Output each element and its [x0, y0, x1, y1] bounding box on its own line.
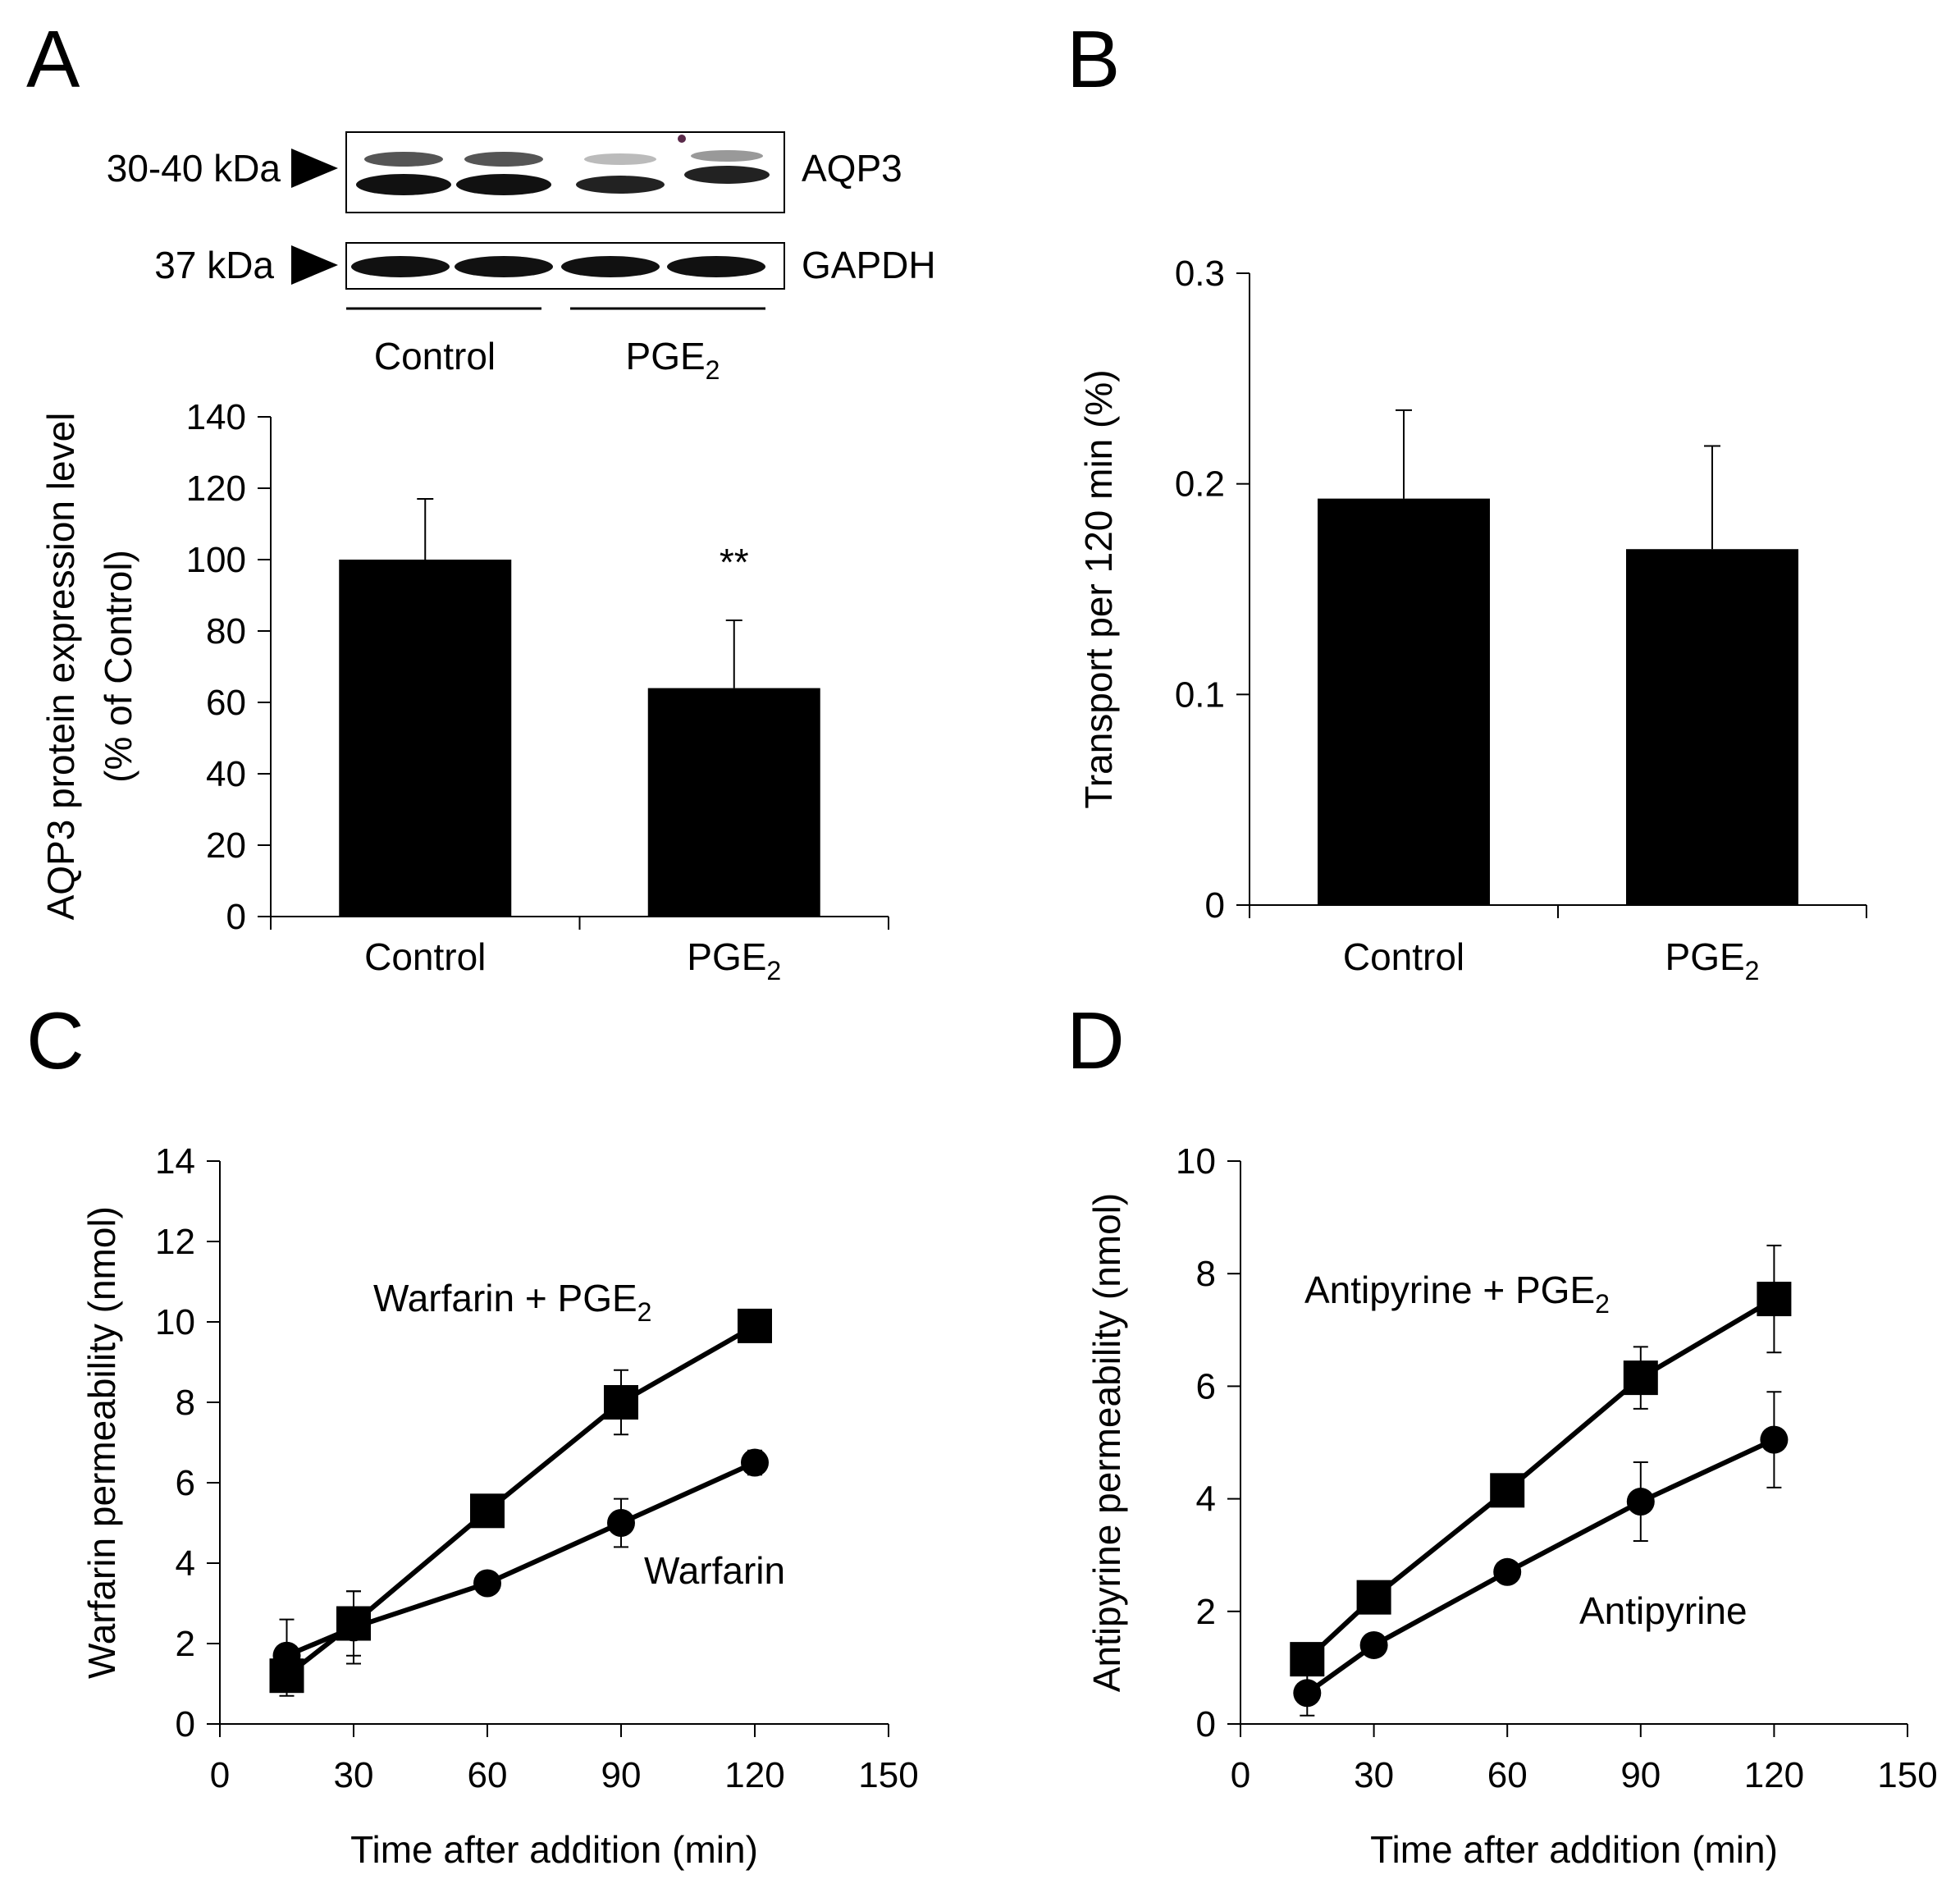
y-tick-label-a: 0 [226, 897, 246, 937]
y-axis-label-a: AQP3 protein expression level [39, 413, 82, 921]
arrowhead-aqp3-icon [291, 149, 338, 188]
bar-a [339, 560, 512, 917]
y-tick-label-a: 120 [186, 469, 246, 509]
y-tick-label-b: 0.1 [1175, 674, 1225, 715]
y-tick-label-d: 10 [1176, 1141, 1216, 1182]
category-label-b: PGE2 [1665, 935, 1760, 985]
y-axis-label-b: Transport per 120 min (%) [1077, 369, 1120, 808]
x-axis-label-d: Time after addition (min) [1370, 1828, 1778, 1871]
x-tick-label-c: 120 [724, 1755, 784, 1795]
category-label-b: Control [1343, 935, 1464, 978]
y-tick-label-a: 20 [206, 825, 246, 866]
circle-marker-c [473, 1569, 501, 1598]
x-tick-label-d: 120 [1744, 1755, 1804, 1795]
x-tick-label-d: 150 [1877, 1755, 1937, 1795]
series-label-d: Antipyrine + PGE2 [1304, 1269, 1610, 1319]
panel-letter-c: C [26, 995, 85, 1086]
y-tick-label-d: 6 [1196, 1366, 1216, 1406]
arrowhead-gapdh-icon [291, 245, 338, 285]
y-tick-label-a: 100 [186, 540, 246, 580]
bar-chart-transport: 0 0.1 0.2 0.3 Transport per 120 min (%) Contr… [1077, 254, 1867, 985]
y-axis-label-c: Warfarin permeability (nmol) [80, 1206, 123, 1679]
x-tick-label-d: 30 [1354, 1755, 1394, 1795]
square-marker-d [1490, 1473, 1525, 1508]
category-label-a: Control [364, 935, 486, 978]
blot-marker-aqp3: 30-40 kDa [107, 147, 281, 190]
y-tick-label-d: 4 [1196, 1479, 1216, 1520]
square-marker-d [1356, 1580, 1391, 1615]
bar-chart-aqp3: 0 20 40 60 80 100 120 140 AQP3 protein expressio… [39, 397, 889, 985]
x-tick-label-c: 30 [334, 1755, 374, 1795]
square-marker-c [269, 1658, 304, 1694]
x-tick-label-d: 0 [1231, 1755, 1250, 1795]
y-tick-label-a: 60 [206, 683, 246, 723]
y-tick-label-c: 4 [176, 1543, 195, 1584]
x-tick-label-d: 90 [1620, 1755, 1661, 1795]
square-marker-d [1623, 1360, 1658, 1396]
y-tick-label-a: 140 [186, 397, 246, 437]
panel-letter-a: A [26, 14, 80, 104]
bar-b [1318, 498, 1490, 905]
x-tick-label-c: 90 [601, 1755, 642, 1795]
y-tick-label-d: 8 [1196, 1254, 1216, 1294]
y-tick-label-d: 2 [1196, 1592, 1216, 1632]
circle-marker-c [607, 1509, 635, 1537]
significance-label-a: ** [720, 541, 749, 583]
gapdh-bands [351, 256, 765, 277]
y-axis-label-a: (% of Control) [97, 550, 139, 783]
y-tick-label-a: 80 [206, 611, 246, 652]
x-tick-label-d: 60 [1487, 1755, 1528, 1795]
series-label-d: Antipyrine [1579, 1589, 1748, 1632]
blot-marker-gapdh: 37 kDa [154, 244, 274, 286]
circle-marker-c [741, 1448, 769, 1477]
blot-protein-gapdh: GAPDH [802, 244, 936, 286]
y-tick-label-c: 6 [176, 1463, 195, 1503]
x-tick-label-c: 60 [468, 1755, 508, 1795]
y-tick-label-c: 0 [176, 1704, 195, 1744]
square-marker-d [1290, 1642, 1325, 1677]
square-marker-d [1757, 1282, 1792, 1317]
y-tick-label-b: 0 [1205, 885, 1225, 926]
bar-a [647, 688, 820, 917]
y-tick-label-c: 8 [176, 1383, 195, 1423]
western-blot: 30-40 kDa AQP3 37 kDa GAPDH Control P [107, 131, 936, 385]
line-chart-warfarin: 0 2 4 6 8 10 12 14 Warfarin permeability (nmol) 0… [80, 1141, 919, 1871]
circle-marker-d [1293, 1679, 1322, 1708]
blot-group-pge2: PGE2 [626, 335, 720, 385]
y-tick-label-c: 12 [155, 1222, 195, 1262]
blot-group-control: Control [374, 335, 496, 377]
y-tick-label-b: 0.2 [1175, 464, 1225, 505]
line-chart-antipyrine: 0 2 4 6 8 10 Antipyrine permeability (nmol) 0 30… [1085, 1141, 1938, 1871]
y-tick-label-c: 2 [176, 1624, 195, 1664]
y-tick-label-c: 10 [155, 1302, 195, 1342]
y-tick-label-b: 0.3 [1175, 254, 1225, 294]
series-label-c: Warfarin [644, 1549, 785, 1592]
aqp3-bands [356, 135, 770, 195]
x-tick-label-c: 0 [210, 1755, 230, 1795]
x-tick-label-c: 150 [858, 1755, 918, 1795]
square-marker-c [336, 1606, 371, 1641]
y-tick-label-a: 40 [206, 754, 246, 794]
category-label-a: PGE2 [687, 935, 781, 985]
y-axis-label-d: Antipyrine permeability (nmol) [1085, 1193, 1128, 1692]
square-marker-c [604, 1385, 638, 1420]
panel-letter-b: B [1067, 14, 1120, 104]
square-marker-c [470, 1493, 505, 1529]
circle-marker-d [1493, 1557, 1522, 1586]
x-axis-label-c: Time after addition (min) [350, 1828, 758, 1871]
square-marker-c [738, 1308, 772, 1343]
panel-letter-d: D [1067, 995, 1125, 1086]
circle-marker-d [1760, 1425, 1789, 1454]
blot-protein-aqp3: AQP3 [802, 147, 902, 190]
circle-marker-d [1626, 1488, 1655, 1516]
circle-marker-d [1359, 1630, 1388, 1659]
y-tick-label-d: 0 [1196, 1704, 1216, 1744]
bar-b [1626, 549, 1798, 905]
series-label-c: Warfarin + PGE2 [373, 1277, 651, 1327]
y-tick-label-c: 14 [155, 1141, 195, 1182]
